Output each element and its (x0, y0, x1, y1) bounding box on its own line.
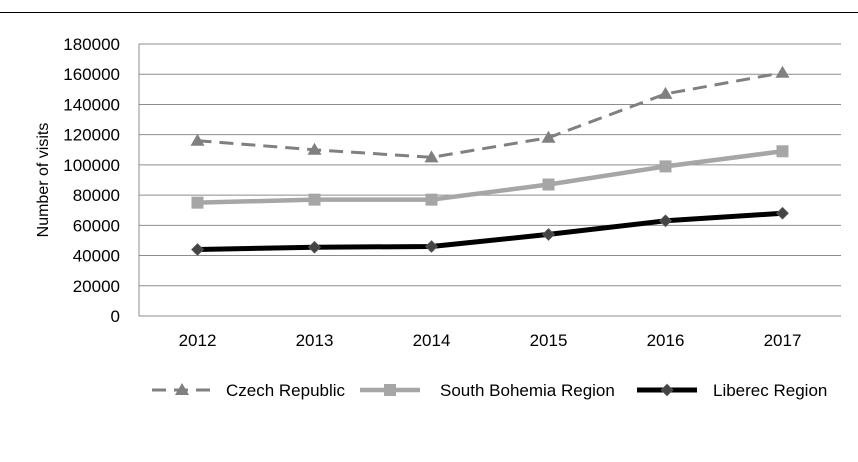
data-point (308, 240, 321, 254)
legend-marker (384, 384, 396, 396)
data-point (659, 214, 672, 228)
series-line (197, 71, 783, 159)
series-line (197, 210, 783, 253)
y-tick-label: 140000 (63, 95, 120, 114)
top-rule (0, 12, 858, 13)
data-point (424, 150, 439, 163)
y-tick-label: 40000 (73, 247, 120, 266)
x-tick-label: 2015 (530, 331, 568, 350)
series-czech-republic (190, 65, 790, 163)
data-point (190, 133, 205, 146)
series-liberec-region (191, 206, 789, 256)
data-point (542, 178, 555, 191)
y-tick-label: 160000 (63, 65, 120, 84)
y-axis-title: Number of visits (35, 123, 52, 238)
data-point (658, 86, 673, 99)
data-point (191, 243, 204, 256)
legend-label: Liberec Region (713, 381, 827, 400)
data-point (425, 193, 438, 206)
y-tick-label: 100000 (63, 156, 120, 175)
series-group (190, 65, 790, 256)
legend-label: South Bohemia Region (440, 381, 615, 400)
x-tick-label: 2014 (413, 331, 451, 350)
data-point (776, 206, 789, 220)
y-tick-label: 120000 (63, 126, 120, 145)
data-point (542, 227, 555, 241)
y-tick-label: 80000 (73, 186, 120, 205)
data-point (775, 65, 790, 78)
legend-item: South Bohemia Region (360, 381, 615, 400)
y-tick-label: 20000 (73, 277, 120, 296)
data-point (191, 196, 204, 209)
data-point (659, 160, 672, 173)
series-line (197, 149, 783, 205)
legend-marker (660, 383, 674, 397)
gridlines (138, 43, 841, 317)
y-tick-labels: 0 20000 40000 60000 80000 100000 120000 140000 1… (63, 35, 120, 326)
y-tick-label: 60000 (73, 216, 120, 235)
y-tick-label: 0 (111, 307, 120, 326)
data-point (308, 193, 321, 206)
y-tick-label: 180000 (63, 35, 120, 54)
x-tick-label: 2013 (296, 331, 334, 350)
legend-label: Czech Republic (226, 381, 346, 400)
x-tick-label: 2012 (179, 331, 217, 350)
x-tick-labels: 2012 2013 2014 2015 2016 2017 (179, 331, 802, 350)
legend: Czech Republic South Bohemia Region Libere… (152, 381, 827, 400)
x-tick-label: 2016 (647, 331, 685, 350)
x-tick-label: 2017 (764, 331, 802, 350)
data-point (425, 240, 438, 253)
legend-item: Czech Republic (152, 381, 346, 400)
legend-item: Liberec Region (637, 381, 827, 400)
data-point (307, 142, 322, 155)
series-south-bohemia-region (191, 145, 789, 209)
data-point (776, 145, 789, 158)
legend-marker (175, 383, 189, 395)
data-point (541, 130, 556, 143)
